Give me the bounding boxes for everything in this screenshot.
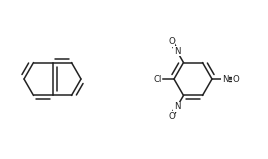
Text: N: N [222, 75, 228, 83]
Text: O: O [168, 37, 175, 46]
Text: N: N [174, 102, 180, 111]
Text: O: O [168, 37, 175, 46]
Text: N: N [174, 47, 180, 56]
Text: O: O [233, 75, 239, 83]
Text: O: O [168, 112, 175, 121]
Text: O: O [168, 112, 175, 121]
Text: Cl: Cl [154, 75, 162, 83]
Text: O: O [233, 75, 239, 83]
